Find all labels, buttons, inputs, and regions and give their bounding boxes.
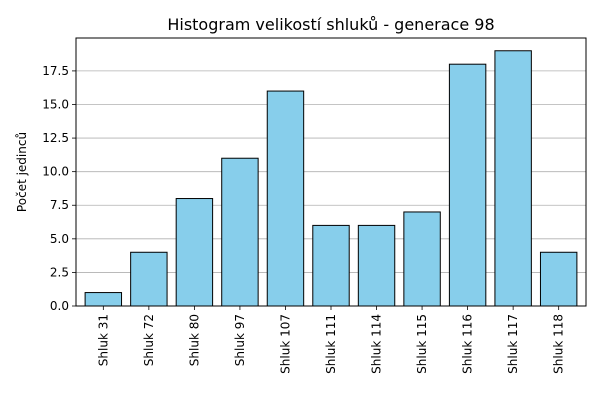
ticks-layer: 0.0 2.5 5.0 7.5 10.0 12.5 15.0 17.5 Shluk 31 Shlu… (42, 64, 565, 374)
bars-layer (84, 50, 578, 307)
x-tick-label: Shluk 118 (552, 314, 566, 374)
x-tick-label: Shluk 111 (324, 314, 338, 374)
x-tick-label: Shluk 31 (96, 314, 110, 366)
bar (266, 90, 305, 307)
x-tick-label: Shluk 97 (233, 314, 247, 366)
bar (403, 211, 441, 307)
x-tick-label: Shluk 116 (461, 314, 475, 374)
y-tick-label: 2.5 (50, 265, 69, 279)
x-tick-label: Shluk 72 (142, 314, 156, 366)
y-tick-label: 10.0 (42, 165, 69, 179)
y-tick-label: 5.0 (50, 232, 69, 246)
y-tick-label: 15.0 (42, 97, 69, 111)
y-tick-label: 17.5 (42, 64, 69, 78)
bar (312, 224, 350, 307)
x-tick-label: Shluk 117 (506, 314, 520, 374)
bar (539, 251, 578, 307)
x-tick-label: Shluk 114 (370, 314, 384, 374)
x-tick-label: Shluk 107 (278, 314, 292, 374)
x-tick-label: Shluk 115 (415, 314, 429, 374)
bar (130, 251, 168, 307)
x-tick-label: Shluk 80 (187, 314, 201, 366)
y-tick-label: 12.5 (42, 131, 69, 145)
y-tick-label: 0.0 (50, 299, 69, 313)
bar (221, 157, 259, 307)
bar (448, 63, 487, 307)
bar (175, 198, 214, 307)
y-axis-label: Počet jedinců (15, 132, 29, 212)
y-tick-label: 7.5 (50, 198, 69, 212)
chart-title: Histogram velikostí shluků - generace 98 (167, 15, 494, 34)
bar (84, 292, 123, 307)
bar (494, 50, 532, 307)
bar (357, 224, 396, 307)
